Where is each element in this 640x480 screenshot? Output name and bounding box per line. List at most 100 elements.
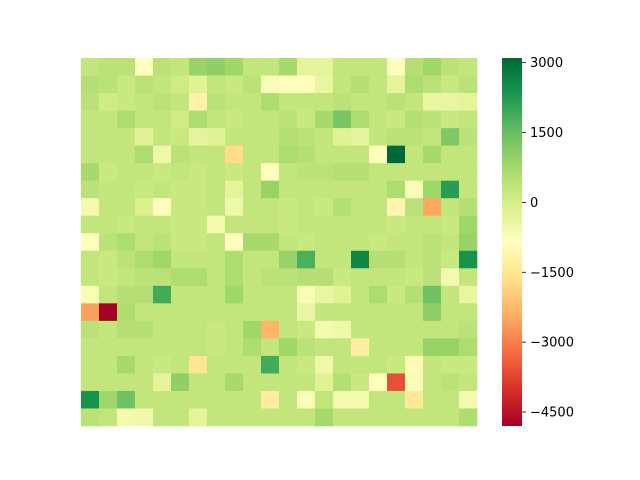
heatmap-cell <box>369 320 388 339</box>
heatmap-cell <box>117 285 136 304</box>
heatmap-cell <box>171 390 190 409</box>
heatmap-cell <box>117 110 136 129</box>
heatmap-cell <box>441 110 460 129</box>
heatmap-cell <box>333 215 352 234</box>
heatmap-cell <box>99 198 118 217</box>
heatmap-cell <box>405 233 424 252</box>
heatmap-cell <box>279 268 298 287</box>
heatmap-cell <box>315 128 334 146</box>
heatmap-cell <box>441 233 460 252</box>
colorbar <box>502 58 522 426</box>
heatmap-cell <box>351 180 370 199</box>
heatmap-cell <box>459 285 478 304</box>
heatmap-cell <box>333 408 352 427</box>
colorbar-tick-label: 3000 <box>530 56 563 71</box>
heatmap-cell <box>333 338 352 357</box>
heatmap-cell <box>153 320 172 339</box>
heatmap-cell <box>117 268 136 287</box>
heatmap-cell <box>171 110 190 129</box>
heatmap-cell <box>387 58 406 76</box>
heatmap-cell <box>153 145 172 164</box>
heatmap-cell <box>333 320 352 339</box>
heatmap-cell <box>99 320 118 339</box>
heatmap-cell <box>225 58 244 76</box>
heatmap-cell <box>135 373 154 392</box>
heatmap-cell <box>369 233 388 252</box>
heatmap-cell <box>387 408 406 427</box>
heatmap-cell <box>135 58 154 76</box>
heatmap-cell <box>459 233 478 252</box>
heatmap-cell <box>333 268 352 287</box>
heatmap-cell <box>405 75 424 94</box>
heatmap-cell <box>369 268 388 287</box>
heatmap-cell <box>351 250 370 269</box>
heatmap-cell <box>261 128 280 146</box>
heatmap-cell <box>333 110 352 129</box>
heatmap-cell <box>315 198 334 217</box>
heatmap-cell <box>387 180 406 199</box>
heatmap-cell <box>423 110 442 129</box>
heatmap-cell <box>99 163 118 181</box>
heatmap-cell <box>369 285 388 304</box>
heatmap-cell <box>225 198 244 217</box>
heatmap-cell <box>117 198 136 217</box>
heatmap-cell <box>459 128 478 146</box>
colorbar-ticks: 3000 1500 0 −1500 −3000 −4500 <box>522 56 574 421</box>
heatmap-cell <box>387 128 406 146</box>
heatmap-cell <box>243 320 262 339</box>
heatmap-cell <box>315 390 334 409</box>
heatmap-cell <box>315 93 334 111</box>
heatmap-cell <box>171 215 190 234</box>
heatmap-cell <box>333 303 352 322</box>
heatmap-cell <box>225 285 244 304</box>
heatmap-cell <box>387 163 406 181</box>
heatmap-cell <box>441 390 460 409</box>
heatmap-cell <box>243 355 262 374</box>
heatmap-cell <box>189 198 208 217</box>
heatmap-cell <box>387 250 406 269</box>
heatmap-cell <box>279 233 298 252</box>
heatmap-cell <box>369 303 388 322</box>
heatmap-cell <box>153 163 172 181</box>
heatmap-cell <box>81 303 100 322</box>
heatmap-cell <box>243 58 262 76</box>
heatmap-cell <box>81 93 100 111</box>
heatmap-cell <box>135 268 154 287</box>
heatmap-cell <box>99 373 118 392</box>
heatmap-cell <box>243 250 262 269</box>
heatmap-cell <box>351 163 370 181</box>
heatmap-cell <box>207 58 226 76</box>
heatmap-cell <box>279 285 298 304</box>
heatmap-cell <box>315 373 334 392</box>
heatmap-cell <box>315 303 334 322</box>
heatmap-cell <box>99 215 118 234</box>
heatmap-cells <box>81 58 478 427</box>
heatmap-cell <box>171 75 190 94</box>
heatmap-cell <box>153 373 172 392</box>
heatmap-cell <box>423 75 442 94</box>
heatmap-cell <box>225 268 244 287</box>
heatmap-cell <box>297 93 316 111</box>
heatmap-cell <box>459 355 478 374</box>
heatmap-cell <box>153 338 172 357</box>
heatmap-cell <box>261 198 280 217</box>
heatmap-cell <box>459 320 478 339</box>
heatmap-cell <box>297 390 316 409</box>
heatmap-cell <box>405 285 424 304</box>
heatmap-cell <box>261 163 280 181</box>
heatmap-cell <box>351 75 370 94</box>
heatmap-cell <box>261 110 280 129</box>
heatmap-cell <box>405 390 424 409</box>
heatmap-cell <box>315 163 334 181</box>
heatmap-cell <box>369 93 388 111</box>
heatmap-cell <box>405 128 424 146</box>
heatmap-cell <box>81 285 100 304</box>
heatmap-cell <box>243 390 262 409</box>
heatmap-cell <box>153 58 172 76</box>
heatmap-cell <box>171 303 190 322</box>
heatmap-cell <box>189 373 208 392</box>
heatmap-cell <box>441 285 460 304</box>
heatmap-cell <box>351 110 370 129</box>
heatmap-cell <box>225 163 244 181</box>
heatmap-cell <box>117 408 136 427</box>
